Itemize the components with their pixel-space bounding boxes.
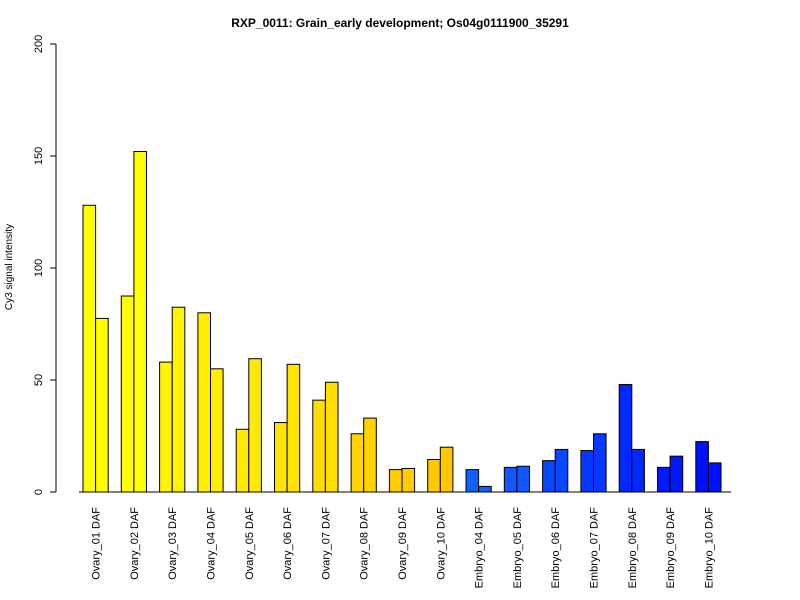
bar xyxy=(171,306,186,493)
bar xyxy=(350,433,365,493)
y-axis-label: Cy3 signal intensity xyxy=(4,224,15,310)
bar xyxy=(707,462,722,493)
x-tick-label: Ovary_02 DAF xyxy=(129,507,141,580)
bar xyxy=(503,466,518,493)
bar xyxy=(133,151,147,493)
x-tick-label: Embryo_04 DAF xyxy=(474,507,486,589)
y-tick-label: 100 xyxy=(33,259,45,277)
bar xyxy=(554,448,569,493)
bar xyxy=(210,368,224,493)
x-tick-label: Ovary_04 DAF xyxy=(206,507,218,580)
bar xyxy=(657,466,671,493)
bar xyxy=(465,469,480,493)
x-tick-label: Ovary_05 DAF xyxy=(244,507,256,580)
x-tick-label: Ovary_10 DAF xyxy=(435,507,447,580)
x-tick-label: Embryo_07 DAF xyxy=(589,507,601,589)
bar xyxy=(439,446,454,493)
bar xyxy=(388,469,403,493)
x-tick-label: Embryo_10 DAF xyxy=(703,507,715,589)
bar xyxy=(618,383,633,493)
bar xyxy=(159,361,173,493)
y-tick-label: 200 xyxy=(33,35,45,53)
bar xyxy=(235,428,250,493)
bar xyxy=(197,312,211,493)
y-axis: 0 50 100 150 200 xyxy=(33,35,57,495)
bar xyxy=(274,422,288,493)
y-tick-label: 0 xyxy=(33,489,45,495)
x-tick-labels: Ovary_01 DAF Ovary_02 DAF Ovary_03 DAF Ovar… xyxy=(91,507,716,589)
bar xyxy=(478,485,492,493)
x-tick-label: Ovary_01 DAF xyxy=(91,507,103,580)
y-tick-label: 150 xyxy=(33,147,45,165)
bars xyxy=(82,151,722,493)
bar xyxy=(580,450,595,493)
bar xyxy=(82,204,97,493)
x-tick-label: Ovary_07 DAF xyxy=(320,507,332,580)
bar xyxy=(248,358,262,493)
bar xyxy=(363,417,377,493)
bar xyxy=(95,317,109,493)
bar xyxy=(516,465,531,493)
bar xyxy=(401,467,416,493)
bar xyxy=(695,441,709,493)
x-tick-label: Ovary_09 DAF xyxy=(397,507,409,580)
x-tick-label: Ovary_08 DAF xyxy=(359,507,371,580)
chart-title: RXP_0011: Grain_early development; Os04g… xyxy=(231,16,569,30)
bar xyxy=(542,460,556,493)
bar xyxy=(631,448,645,493)
x-tick-label: Ovary_03 DAF xyxy=(167,507,179,580)
y-tick-label: 50 xyxy=(33,374,45,386)
x-tick-label: Embryo_06 DAF xyxy=(550,507,562,589)
bar xyxy=(286,363,301,493)
x-tick-label: Ovary_06 DAF xyxy=(282,507,294,580)
bar xyxy=(312,399,326,493)
bar xyxy=(120,295,135,493)
bar xyxy=(427,459,441,493)
bar xyxy=(593,433,607,493)
bar xyxy=(669,455,684,493)
bar xyxy=(324,381,339,493)
x-tick-label: Embryo_08 DAF xyxy=(627,507,639,589)
x-tick-label: Embryo_09 DAF xyxy=(665,507,677,589)
x-tick-label: Embryo_05 DAF xyxy=(512,507,524,589)
